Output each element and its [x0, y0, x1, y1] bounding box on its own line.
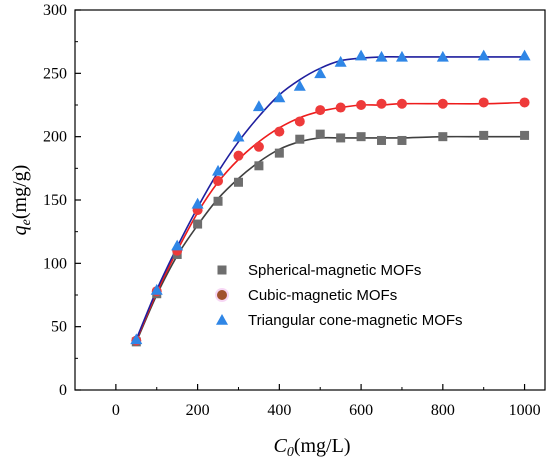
point-series-3: [212, 164, 225, 176]
point-series-1: [356, 132, 366, 142]
point-series-3: [314, 67, 327, 79]
y-tick-label: 200: [43, 129, 67, 146]
point-series-1: [336, 133, 346, 143]
point-series-2: [233, 150, 244, 161]
point-series-1: [213, 196, 223, 206]
point-series-3: [375, 50, 388, 62]
point-series-2: [274, 126, 285, 137]
point-series-3: [273, 91, 286, 103]
legend-label-series-3: Triangular cone-magnetic MOFs: [248, 312, 463, 329]
legend-label-series-1: Spherical-magnetic MOFs: [248, 262, 421, 279]
point-series-3: [150, 283, 163, 295]
y-tick-label: 0: [59, 382, 67, 399]
point-series-1: [397, 135, 407, 145]
point-series-2: [356, 100, 367, 110]
point-series-1: [520, 130, 530, 140]
point-series-3: [395, 50, 408, 62]
axes-layer: 0 50 100 150 200 250 300 0 200 400 600 800 1000: [43, 2, 546, 419]
legend: Spherical-magnetic MOFs Cubic-magnetic MO…: [215, 262, 463, 329]
point-series-1: [193, 219, 203, 229]
y-tick-label: 150: [43, 192, 67, 209]
legend-marker-series-1: [217, 265, 227, 275]
point-series-3: [355, 49, 368, 61]
point-series-3: [334, 55, 347, 67]
point-series-2: [213, 176, 224, 186]
legend-marker-series-3: [216, 314, 228, 325]
x-tick-label: 400: [267, 402, 291, 419]
y-axis-title: qe(mg/g): [9, 165, 34, 236]
y-tick-label: 250: [43, 65, 67, 82]
x-tick-label: 200: [186, 402, 210, 419]
point-series-2: [376, 98, 387, 109]
point-series-1: [295, 134, 305, 144]
x-tick-label: 1000: [509, 402, 541, 419]
point-series-3: [191, 197, 204, 209]
point-series-3: [518, 49, 531, 61]
fit-curve-series-3: [135, 56, 525, 340]
point-series-3: [130, 333, 143, 345]
x-tick-label: 600: [349, 402, 373, 419]
y-tick-label: 100: [43, 255, 67, 272]
legend-label-series-2: Cubic-magnetic MOFs: [248, 287, 397, 304]
y-tick-label: 50: [51, 319, 67, 336]
point-series-3: [252, 100, 265, 112]
plot-frame: [74, 9, 546, 391]
point-series-1: [315, 129, 325, 139]
point-series-3: [477, 49, 490, 61]
point-series-2: [519, 97, 530, 108]
x-tick-label: 0: [112, 402, 120, 419]
point-series-2: [335, 102, 346, 113]
point-series-1: [479, 130, 489, 140]
data-markers-layer: [130, 49, 531, 347]
point-series-2: [478, 97, 489, 108]
x-tick-label: 800: [431, 402, 455, 419]
point-series-1: [377, 135, 387, 145]
point-series-2: [294, 116, 305, 127]
x-axis-title: C0(mg/L): [274, 435, 351, 460]
point-series-1: [274, 148, 284, 158]
point-series-2: [437, 98, 448, 109]
point-series-3: [436, 50, 449, 62]
point-series-1: [254, 161, 264, 171]
legend-marker-series-2: [217, 290, 227, 300]
point-series-1: [233, 177, 243, 187]
point-series-3: [232, 130, 245, 142]
point-series-3: [171, 239, 184, 251]
point-series-2: [253, 141, 264, 152]
point-series-2: [396, 98, 407, 109]
point-series-2: [315, 105, 326, 116]
y-tick-label: 300: [43, 2, 67, 19]
point-series-3: [293, 80, 306, 91]
point-series-1: [438, 132, 448, 142]
